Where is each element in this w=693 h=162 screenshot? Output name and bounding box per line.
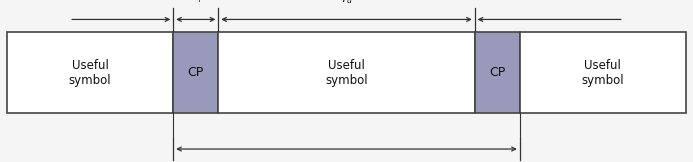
Bar [475, 32, 520, 113]
Text: Useful
symbol: Useful symbol [581, 59, 624, 87]
Bar [173, 32, 218, 113]
Bar [520, 32, 686, 113]
Bar [7, 32, 173, 113]
Text: Useful
symbol: Useful symbol [69, 59, 112, 87]
Text: Useful
symbol: Useful symbol [325, 59, 368, 87]
Text: $T_{\mathit{cp}}$: $T_{\mathit{cp}}$ [187, 0, 204, 6]
Text: $T_{\mathit{u}}$: $T_{\mathit{u}}$ [340, 0, 353, 6]
Bar [218, 32, 475, 113]
Text: CP: CP [188, 66, 204, 79]
Text: CP: CP [489, 66, 505, 79]
